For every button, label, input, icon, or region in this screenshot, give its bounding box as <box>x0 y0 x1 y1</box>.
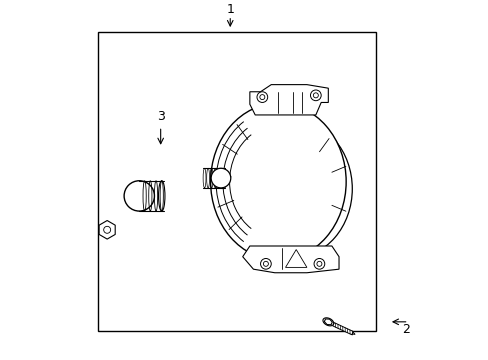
Text: 3: 3 <box>157 110 164 123</box>
Ellipse shape <box>263 261 268 266</box>
Polygon shape <box>285 249 306 267</box>
Polygon shape <box>332 323 353 335</box>
Bar <box>98 32 376 332</box>
Ellipse shape <box>313 93 318 98</box>
Ellipse shape <box>124 181 154 211</box>
Polygon shape <box>249 85 327 115</box>
Ellipse shape <box>233 120 351 258</box>
Ellipse shape <box>210 103 346 260</box>
Ellipse shape <box>316 261 321 266</box>
Text: 1: 1 <box>226 3 234 16</box>
Ellipse shape <box>257 92 267 103</box>
Ellipse shape <box>260 258 271 269</box>
Ellipse shape <box>259 95 264 100</box>
Ellipse shape <box>158 181 164 211</box>
Text: 2: 2 <box>402 323 409 336</box>
Polygon shape <box>242 246 338 273</box>
Polygon shape <box>99 221 115 239</box>
Ellipse shape <box>103 226 110 233</box>
Polygon shape <box>322 318 333 326</box>
Ellipse shape <box>211 168 230 188</box>
Polygon shape <box>324 319 332 325</box>
Ellipse shape <box>310 90 321 101</box>
Ellipse shape <box>313 258 324 269</box>
